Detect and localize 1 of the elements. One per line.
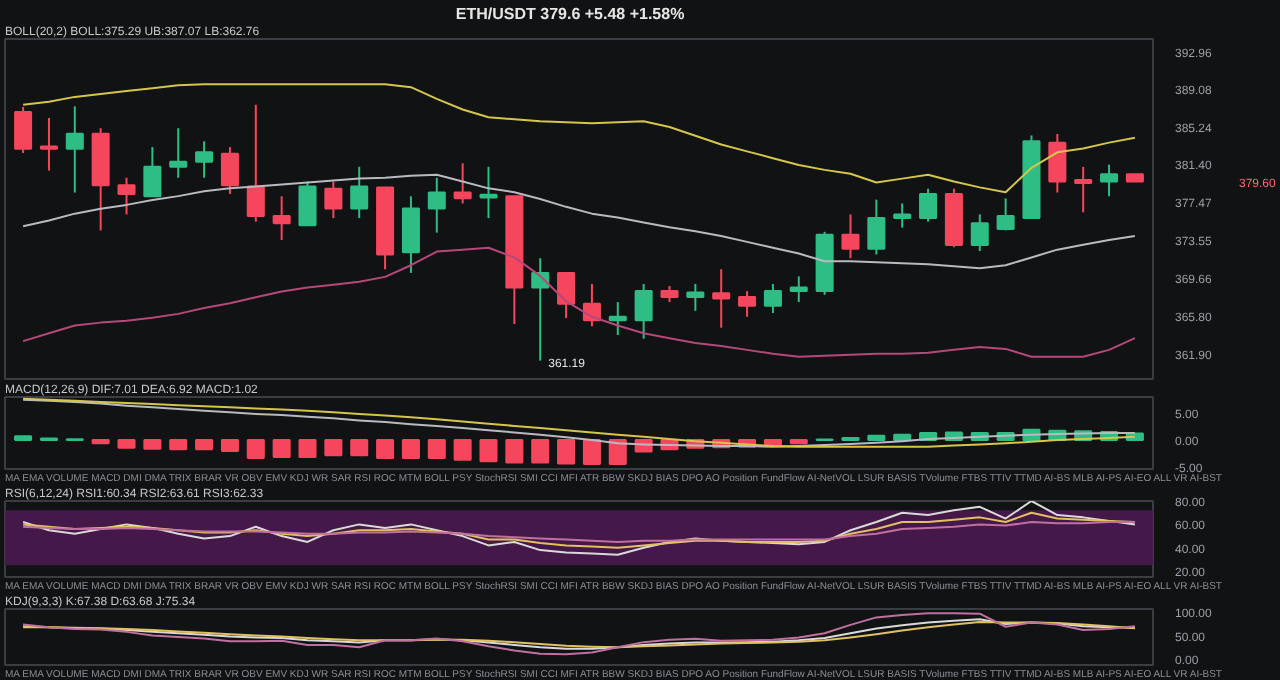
chart-title: ETH/USDT 379.6 +5.48 +1.58% <box>455 5 685 23</box>
